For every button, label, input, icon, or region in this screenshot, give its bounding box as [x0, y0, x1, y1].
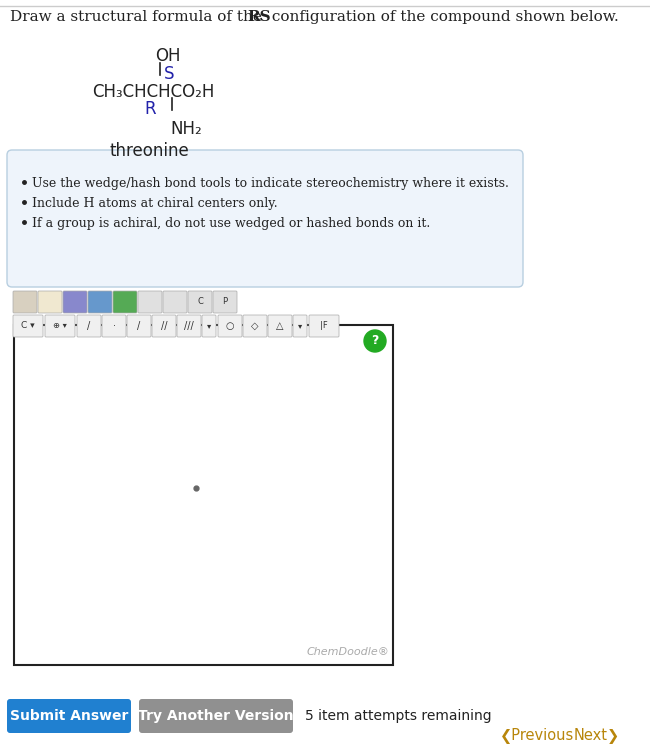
Text: S: S [164, 65, 174, 83]
FancyBboxPatch shape [113, 291, 137, 313]
FancyBboxPatch shape [45, 315, 75, 337]
Text: ○: ○ [226, 321, 234, 331]
FancyBboxPatch shape [268, 315, 292, 337]
FancyBboxPatch shape [88, 291, 112, 313]
Text: /: / [87, 321, 90, 331]
Text: C ▾: C ▾ [21, 321, 35, 330]
Text: configuration of the compound shown below.: configuration of the compound shown belo… [267, 10, 619, 24]
Text: P: P [222, 298, 227, 306]
FancyBboxPatch shape [202, 315, 216, 337]
FancyBboxPatch shape [213, 291, 237, 313]
FancyBboxPatch shape [102, 315, 126, 337]
FancyBboxPatch shape [7, 699, 131, 733]
Text: RS: RS [247, 10, 270, 24]
FancyBboxPatch shape [77, 315, 101, 337]
FancyBboxPatch shape [139, 699, 293, 733]
FancyBboxPatch shape [309, 315, 339, 337]
Text: ChemDoodle®: ChemDoodle® [306, 647, 389, 657]
Text: ?: ? [371, 335, 379, 348]
Text: ❮Previous: ❮Previous [500, 728, 574, 744]
Text: C: C [197, 298, 203, 306]
FancyBboxPatch shape [127, 315, 151, 337]
Text: CH₃CHCHCO₂H: CH₃CHCHCO₂H [92, 83, 214, 101]
FancyBboxPatch shape [152, 315, 176, 337]
Text: Draw a structural formula of the: Draw a structural formula of the [10, 10, 266, 24]
FancyBboxPatch shape [188, 291, 212, 313]
FancyBboxPatch shape [138, 291, 162, 313]
Text: △: △ [276, 321, 284, 331]
Text: ▾: ▾ [207, 321, 211, 330]
Text: ⊕ ▾: ⊕ ▾ [53, 321, 67, 330]
FancyBboxPatch shape [163, 291, 187, 313]
FancyBboxPatch shape [38, 291, 62, 313]
Text: //: // [161, 321, 167, 331]
Text: ▾: ▾ [298, 321, 302, 330]
Text: ◇: ◇ [252, 321, 259, 331]
Text: R: R [144, 100, 155, 118]
Text: Submit Answer: Submit Answer [10, 709, 128, 723]
Text: /: / [137, 321, 140, 331]
FancyBboxPatch shape [218, 315, 242, 337]
FancyBboxPatch shape [7, 150, 523, 287]
Text: ///: /// [184, 321, 194, 331]
Text: OH: OH [155, 47, 181, 65]
FancyBboxPatch shape [13, 291, 37, 313]
Text: If a group is achiral, do not use wedged or hashed bonds on it.: If a group is achiral, do not use wedged… [32, 217, 430, 230]
FancyBboxPatch shape [243, 315, 267, 337]
Text: Include H atoms at chiral centers only.: Include H atoms at chiral centers only. [32, 197, 278, 210]
Text: 5 item attempts remaining: 5 item attempts remaining [305, 709, 491, 723]
Text: |F: |F [320, 321, 328, 330]
FancyBboxPatch shape [293, 315, 307, 337]
Text: Use the wedge/hash bond tools to indicate stereochemistry where it exists.: Use the wedge/hash bond tools to indicat… [32, 177, 509, 190]
Text: Try Another Version: Try Another Version [138, 709, 294, 723]
FancyBboxPatch shape [63, 291, 87, 313]
Text: Next❯: Next❯ [574, 728, 620, 744]
Text: threonine: threonine [110, 142, 190, 160]
Bar [14, 325, 393, 665]
Circle shape [364, 330, 386, 352]
FancyBboxPatch shape [13, 315, 43, 337]
Text: NH₂: NH₂ [170, 120, 202, 138]
Text: ·: · [112, 321, 116, 331]
FancyBboxPatch shape [177, 315, 201, 337]
